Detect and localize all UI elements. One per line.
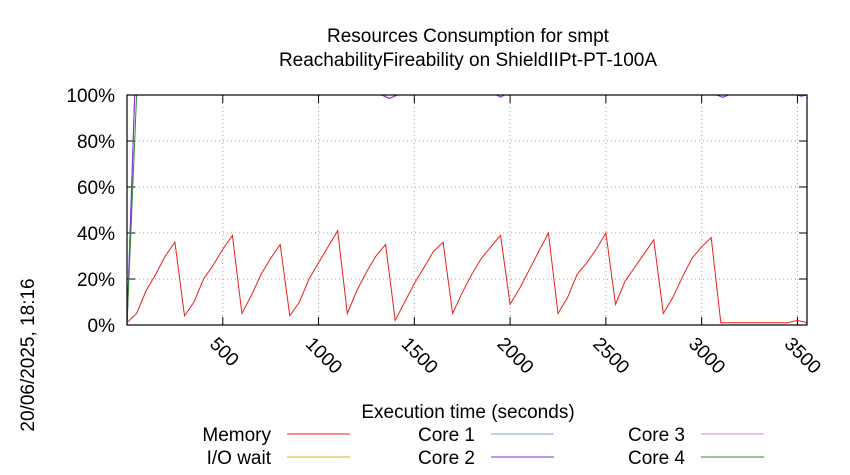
y-tick-label: 100% — [66, 86, 115, 107]
y-tick-label: 80% — [77, 132, 115, 153]
plot-frame — [126, 94, 808, 326]
series-line-core-2 — [126, 94, 808, 326]
chart-title-line1: Resources Consumption for smpt — [327, 26, 610, 47]
y-tick-label: 0% — [88, 316, 116, 337]
y-axis-ticks: 0% 20% 40% 60% 80% 100% — [66, 86, 807, 337]
chart-title-line2: ReachabilityFireability on ShieldIIPt-PT… — [279, 50, 657, 71]
x-axis-ticks: 500 1000 1500 2000 2500 3000 3500 — [205, 95, 825, 379]
legend-label: I/O wait — [207, 448, 272, 469]
x-tick-label: 3000 — [684, 334, 729, 379]
series-lines — [126, 94, 808, 326]
legend-label: Core 2 — [418, 448, 475, 469]
x-tick-label: 500 — [205, 334, 242, 371]
legend-label: Core 3 — [628, 425, 685, 446]
series-line-memory — [126, 229, 808, 324]
series-line-core-4 — [126, 94, 807, 326]
legend-label: Memory — [202, 425, 271, 446]
series-line-core-1 — [126, 94, 807, 326]
grid — [127, 94, 807, 326]
y-tick-label: 40% — [77, 224, 115, 245]
y-tick-label: 20% — [77, 270, 115, 291]
y-tick-label: 60% — [77, 178, 115, 199]
series-line-core-3 — [126, 94, 807, 326]
legend-label: Core 4 — [628, 448, 685, 469]
x-tick-label: 1000 — [301, 334, 346, 379]
x-axis-label: Execution time (seconds) — [361, 402, 574, 423]
legend-label: Core 1 — [418, 425, 475, 446]
x-tick-label: 1500 — [397, 334, 442, 379]
x-tick-label: 3500 — [780, 334, 825, 379]
timestamp: 20/06/2025, 18:16 — [18, 278, 39, 431]
x-tick-label: 2500 — [588, 334, 633, 379]
x-tick-label: 2000 — [493, 334, 538, 379]
